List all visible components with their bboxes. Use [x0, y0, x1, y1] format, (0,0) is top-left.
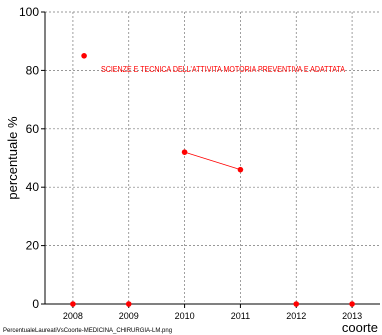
x-tick-label-2010: 2010 [175, 311, 195, 321]
data-point-2008 [70, 301, 76, 307]
legend: SCIENZE E TECNICA DELL'ATTIVITA MOTORIA … [81, 53, 346, 74]
y-tick-label-80: 80 [26, 63, 40, 77]
grid-lines [45, 11, 380, 304]
data-point-2010 [181, 149, 188, 155]
series-line-segment-0 [184, 151, 241, 171]
y-tick-label-40: 40 [26, 180, 40, 194]
data-point-2013 [349, 301, 355, 307]
y-axis-label: percentuale % [5, 116, 20, 200]
y-tick-label-20: 20 [26, 239, 40, 253]
data-point-2011 [237, 166, 244, 173]
data-point-2009 [125, 301, 132, 307]
x-tick-label-2009: 2009 [119, 311, 139, 321]
x-tick-label-2012: 2012 [286, 311, 306, 321]
data-series [70, 149, 355, 307]
y-tick-label-0: 0 [32, 297, 39, 311]
legend-marker-0 [81, 53, 87, 59]
data-point-2012 [293, 301, 300, 307]
x-axis-label: coorte [342, 320, 378, 335]
y-tick-label-60: 60 [26, 122, 40, 136]
x-tick-label-2011: 2011 [231, 311, 250, 321]
x-tick-labels: 2008 2009 2010 2011 2012 2013 [63, 311, 362, 321]
y-tick-label-100: 100 [19, 5, 39, 19]
x-tick-label-2013: 2013 [342, 311, 362, 321]
footer-filename: PercentualeLaureatiVsCoorte-MEDICINA_CHI… [3, 328, 172, 334]
y-tick-labels: 0 20 40 60 80 100 [19, 5, 39, 311]
legend-label-0: SCIENZE E TECNICA DELL'ATTIVITA MOTORIA … [101, 65, 346, 74]
x-tick-label-2008: 2008 [63, 311, 83, 321]
